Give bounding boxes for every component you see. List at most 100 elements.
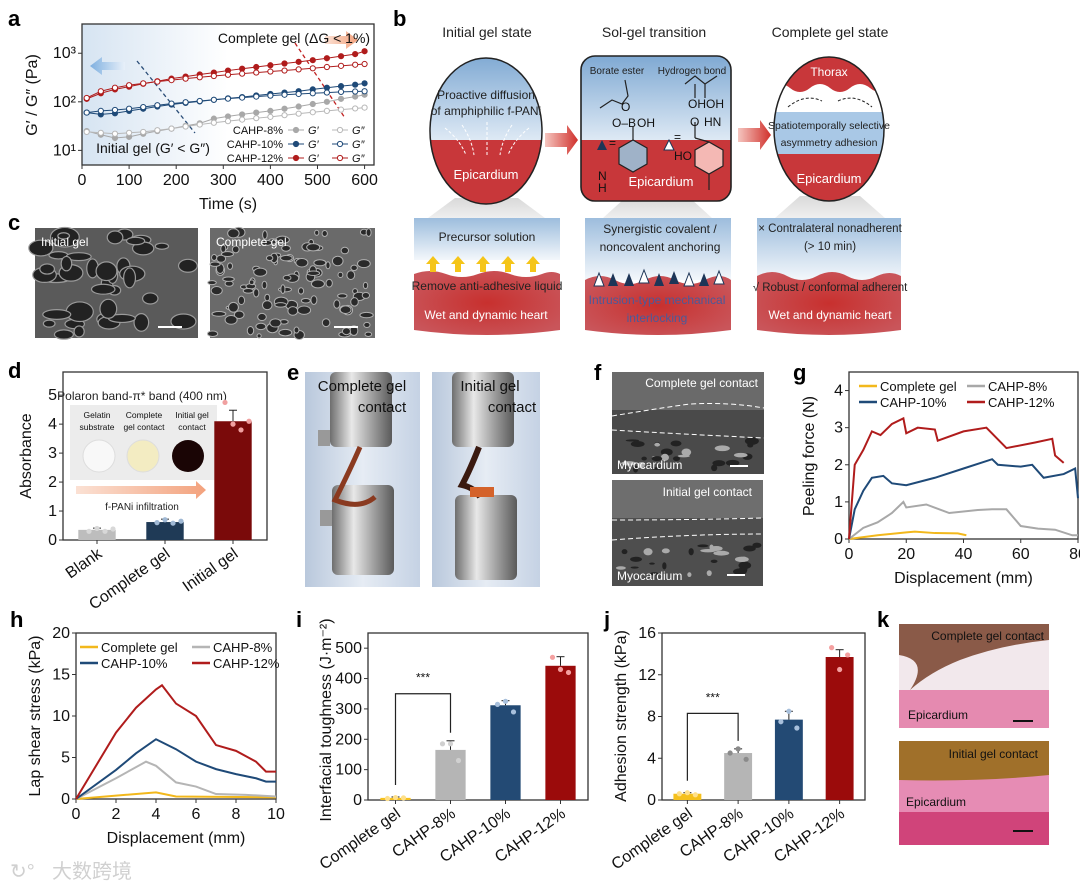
pore (73, 325, 85, 338)
pore (253, 288, 260, 298)
replicate-point (110, 526, 116, 532)
pore (269, 318, 282, 328)
x-tick-label: 6 (192, 806, 201, 823)
series-line (75, 683, 276, 800)
initial-contact-label: Initial gel contact (949, 747, 1039, 761)
initial-gel-sample (172, 440, 204, 472)
photo-label: Complete gel (318, 378, 406, 395)
data-point (239, 116, 246, 123)
data-point (267, 62, 274, 69)
pore (65, 301, 94, 323)
data-point (253, 109, 260, 116)
data-point (295, 66, 302, 73)
y-axis-label: Interfacial toughness (J·m⁻²) (318, 618, 335, 821)
pore (253, 267, 268, 277)
tissue-texture (743, 545, 756, 552)
complete-gel-label: Complete gel (216, 235, 287, 249)
pore (310, 279, 325, 289)
tissue-texture (615, 437, 762, 578)
significance-label: *** (416, 671, 430, 685)
pore (248, 279, 255, 286)
panel-label-k: k (877, 607, 890, 632)
data-point (210, 96, 217, 103)
data-point (210, 72, 217, 80)
col-title-solgel: Sol-gel transition (602, 24, 706, 40)
anchoring-text-2: noncovalent anchoring (600, 240, 721, 254)
pore (211, 311, 227, 317)
infiltration-arrow-icon (76, 481, 206, 499)
pore (233, 310, 245, 320)
chem-label: HO (674, 149, 692, 163)
tissue-texture (660, 453, 669, 461)
legend-label: G′ (308, 153, 320, 165)
panel-label-b: b (393, 6, 406, 31)
pore (346, 270, 356, 280)
data-point (309, 90, 316, 97)
legend-label: CAHP-12% (213, 656, 280, 671)
epicardium-label: Epicardium (906, 795, 966, 809)
data-point (281, 67, 288, 74)
tissue-texture (672, 456, 681, 462)
tissue-texture (633, 465, 639, 473)
pore (177, 258, 198, 273)
data-point (352, 81, 359, 88)
pore (141, 292, 159, 305)
tissue-texture (660, 448, 673, 456)
pore (340, 246, 350, 255)
legend-label: CAHP-10% (101, 656, 168, 671)
triangle-icon (663, 138, 675, 151)
tissue-texture (752, 542, 762, 548)
data-point (267, 113, 274, 120)
pore (300, 297, 311, 304)
pore (106, 230, 124, 245)
pore (359, 311, 374, 319)
pore (53, 329, 74, 340)
chart-h: 0 5 10 15 20 0 2 4 6 8 10 Displacement (mm) Lap shea… (27, 625, 285, 847)
pore (325, 278, 333, 288)
arrow-right-icon (545, 125, 578, 155)
x-tick-label: 80 (1069, 546, 1080, 563)
pore (95, 261, 118, 282)
replicate-point (170, 520, 176, 526)
pore (265, 255, 274, 262)
pore (278, 328, 293, 337)
data-point (253, 115, 260, 122)
pore (362, 281, 369, 290)
replicate-point (557, 666, 564, 673)
tissue-texture (661, 548, 670, 554)
replicate-point (455, 757, 462, 764)
panel-label-e: e (287, 360, 299, 385)
myocardium-label: Myocardium (617, 569, 682, 583)
data-point (323, 107, 331, 114)
data-point (125, 129, 133, 136)
chem-label: O (621, 100, 630, 114)
tissue-texture (615, 566, 626, 570)
data-point (281, 60, 288, 67)
epicardium-label: Epicardium (796, 171, 861, 186)
y-axis-label: G′ / G″ (Pa) (24, 54, 41, 136)
panel-f: Complete gel contact Myocardium Initial … (611, 372, 765, 586)
y-tick-label: 10¹ (53, 142, 76, 159)
data-point (239, 94, 246, 101)
oval-outline (773, 56, 885, 202)
data-point (337, 83, 345, 90)
precursor-box: Precursor solution Remove anti-adhesive … (412, 218, 562, 335)
replicate-point (447, 741, 454, 747)
chem-label: H (598, 181, 607, 195)
replicate-point (246, 418, 252, 424)
replicate-point (549, 654, 556, 660)
data-point (337, 62, 345, 69)
pore (216, 254, 227, 263)
pore (42, 309, 72, 320)
gel-layer (612, 372, 764, 410)
replicate-point (162, 517, 168, 523)
y-tick-label: 0 (647, 792, 656, 809)
col-title-complete: Complete gel state (772, 24, 889, 40)
significance-bracket (394, 693, 452, 785)
panel-label-d: d (8, 358, 21, 383)
data-point (253, 93, 260, 100)
diffusion-text-2: of amphiphilic f-PANi (431, 104, 541, 118)
y-tick-label: 20 (52, 625, 70, 642)
